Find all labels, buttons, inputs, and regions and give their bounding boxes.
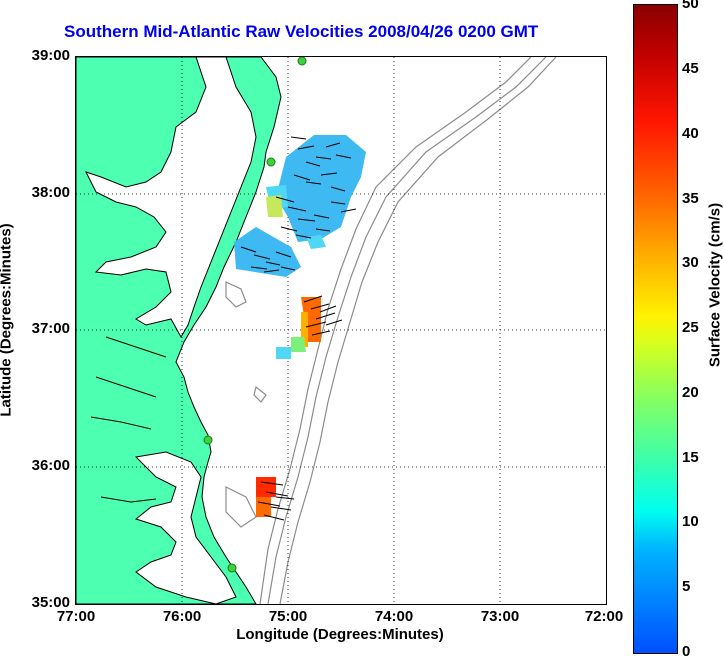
x-tick-label: 75:00 [268, 608, 308, 625]
colorbar-tick: 40 [682, 125, 699, 142]
y-tick-label: 39:00 [31, 47, 70, 64]
colorbar-tick: 50 [682, 0, 699, 12]
y-tick-label: 36:00 [31, 457, 70, 474]
y-tick-label: 37:00 [31, 320, 70, 337]
pamlico-sound [134, 451, 237, 604]
colorbar-tick: 5 [682, 578, 691, 595]
colorbar-tick: 20 [682, 384, 699, 401]
y-tick-label: 38:00 [31, 184, 70, 201]
rivers [90, 336, 167, 503]
chesapeake-bay [85, 57, 257, 339]
x-tick-label: 72:00 [584, 608, 624, 625]
map-panel[interactable] [75, 56, 607, 605]
velocity-field-central [276, 297, 321, 359]
colorbar-tick: 10 [682, 513, 699, 530]
bathymetry-contours [225, 57, 557, 604]
x-tick-label: 74:00 [374, 608, 414, 625]
colorbar-tick: 25 [682, 319, 699, 336]
velocity-arrows [240, 136, 357, 521]
map-title: Southern Mid-Atlantic Raw Velocities 200… [64, 22, 539, 41]
colorbar-tick: 45 [682, 60, 699, 77]
radar-stations [203, 57, 307, 573]
colorbar-tick: 15 [682, 449, 699, 466]
x-tick-label: 77:00 [56, 608, 96, 625]
map-svg [76, 57, 606, 604]
colorbar-tick: 30 [682, 254, 699, 271]
colorbar-tick: 0 [682, 643, 691, 660]
y-axis-label: Latitude (Degrees:Minutes) [0, 223, 15, 417]
colorbar-label: Surface Velocity (cm/s) [706, 202, 724, 368]
x-axis-label: Longitude (Degrees:Minutes) [236, 626, 444, 643]
x-tick-label: 73:00 [480, 608, 520, 625]
x-tick-label: 76:00 [162, 608, 202, 625]
colorbar-tick: 35 [682, 190, 699, 207]
velocity-field-north [234, 135, 366, 277]
y-tick-label: 35:00 [31, 594, 70, 611]
colorbar [633, 4, 678, 654]
